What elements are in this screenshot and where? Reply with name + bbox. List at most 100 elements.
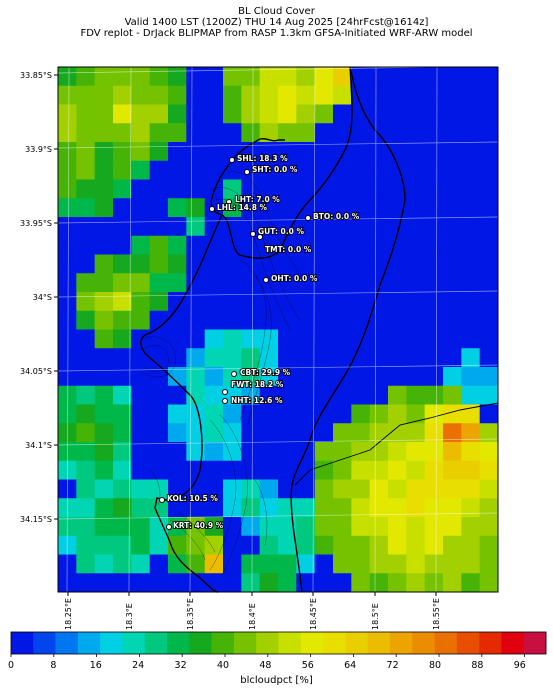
grid-cell — [278, 498, 297, 518]
grid-cell — [278, 423, 297, 443]
grid-cell — [76, 498, 96, 518]
grid-cell — [314, 273, 334, 293]
grid-cell — [241, 67, 261, 87]
grid-cell — [278, 404, 297, 424]
grid-cell — [241, 85, 261, 105]
grid-cell — [461, 235, 481, 255]
colorbar-swatch — [300, 632, 324, 654]
station-label: FWT: 18.2 % — [231, 380, 284, 389]
grid-cell — [278, 67, 297, 87]
x-tick-label: 18.45°E — [309, 598, 318, 630]
grid-cell — [296, 573, 316, 593]
colorbar-swatch — [100, 632, 123, 654]
grid-cell — [131, 142, 151, 162]
grid-cell — [278, 460, 297, 480]
map-frame — [57, 66, 499, 593]
grid-cell — [424, 554, 444, 574]
grid-cell — [113, 423, 132, 443]
grid-cell — [259, 104, 279, 124]
grid-cell — [278, 573, 297, 593]
grid-cell — [388, 254, 407, 274]
grid-cell — [131, 535, 151, 555]
colorbar-swatch — [55, 632, 79, 654]
grid-cell — [186, 460, 206, 480]
grid-cell — [223, 254, 242, 274]
grid-cell — [461, 329, 481, 349]
grid-cell — [479, 217, 499, 237]
grid-cell — [168, 479, 187, 499]
grid-cell — [186, 85, 206, 105]
grid-cell — [388, 385, 407, 405]
grid-cell — [369, 329, 389, 349]
grid-cell — [369, 217, 389, 237]
grid-cell — [443, 254, 462, 274]
grid-cell — [333, 67, 352, 87]
grid-cell — [314, 179, 334, 199]
grid-cell — [149, 404, 169, 424]
grid-cell — [424, 442, 444, 462]
grid-cell — [94, 235, 114, 255]
grid-cell — [369, 104, 389, 124]
grid-cell — [479, 367, 499, 387]
grid-cell — [388, 104, 407, 124]
grid-cell — [223, 554, 242, 574]
grid-cell — [94, 198, 114, 218]
grid-cell — [406, 217, 426, 237]
grid-cell — [424, 217, 444, 237]
station-marker — [231, 371, 237, 377]
graticule — [57, 65, 499, 593]
grid-cell — [333, 460, 352, 480]
grid-cell — [58, 348, 77, 368]
grid-cell — [204, 498, 224, 518]
grid-cell — [296, 385, 316, 405]
grid-cell — [296, 179, 316, 199]
grid-cell — [149, 217, 169, 237]
grid-cell — [314, 535, 334, 555]
grid-cell — [131, 442, 151, 462]
grid-cell — [241, 385, 261, 405]
grid-cell — [351, 423, 371, 443]
grid-cell — [479, 442, 499, 462]
grid-cell — [186, 385, 206, 405]
grid-cell — [58, 142, 77, 162]
grid-cell — [333, 498, 352, 518]
grid-cell — [94, 104, 114, 124]
grid-cell — [131, 348, 151, 368]
grid-cell — [76, 217, 96, 237]
grid-cell — [443, 67, 462, 87]
grid-cell — [259, 123, 279, 143]
grid-cell — [369, 385, 389, 405]
grid-cell — [461, 442, 481, 462]
y-tick-label: 34°S — [32, 293, 52, 302]
grid-cell — [131, 160, 151, 180]
grid-cell — [351, 310, 371, 330]
grid-cell — [388, 217, 407, 237]
grid-cell — [296, 160, 316, 180]
grid-cell — [424, 67, 444, 87]
grid-cell — [94, 273, 114, 293]
grid-cell — [113, 217, 132, 237]
grid-cell — [131, 367, 151, 387]
grid-cell — [131, 310, 151, 330]
station-label: SHL: 18.3 % — [237, 154, 288, 163]
grid-cell — [186, 573, 206, 593]
grid-cell — [76, 385, 96, 405]
grid-cell — [406, 85, 426, 105]
grid-cell — [406, 348, 426, 368]
grid-cell — [113, 292, 132, 312]
grid-cell — [351, 198, 371, 218]
grid-cell — [406, 517, 426, 537]
grid-cell — [259, 292, 279, 312]
station-label: LHL: 14.8 % — [217, 203, 268, 212]
grid-cell — [333, 292, 352, 312]
y-tick-label: 33.95°S — [20, 219, 52, 228]
chart-valid-time: Valid 1400 LST (1200Z) THU 14 Aug 2025 [… — [124, 17, 429, 28]
grid-cell — [461, 460, 481, 480]
grid-cell — [241, 273, 261, 293]
grid-cell — [369, 367, 389, 387]
grid-cell — [461, 273, 481, 293]
grid-cell — [204, 179, 224, 199]
grid-cell — [296, 404, 316, 424]
grid-cell — [388, 85, 407, 105]
grid-cell — [369, 404, 389, 424]
